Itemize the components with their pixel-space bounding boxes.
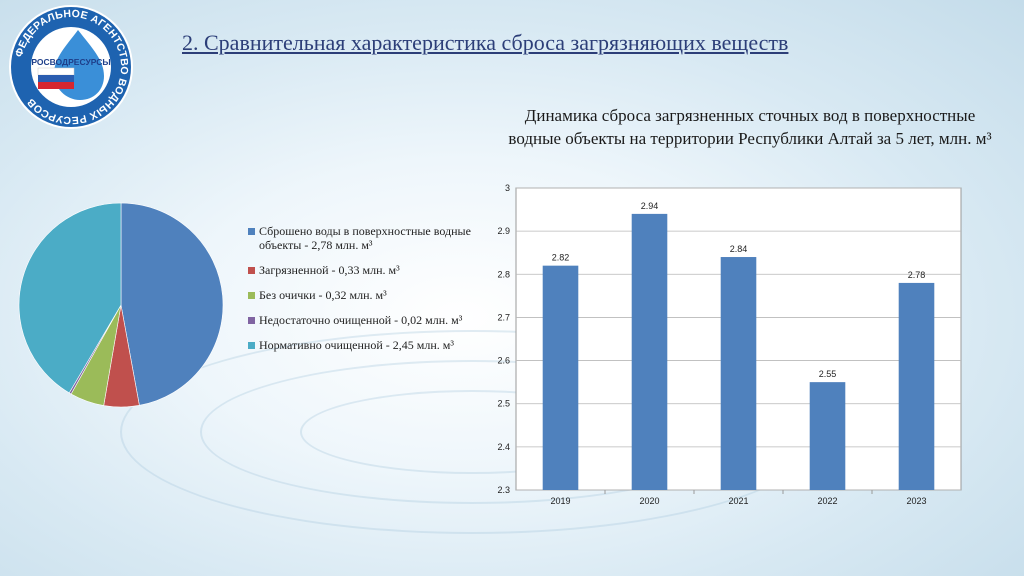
y-tick-label: 3 <box>505 183 510 193</box>
legend-label: Загрязненной - 0,33 млн. м³ <box>259 263 400 277</box>
logo-brand-text: РОСВОДРЕСУРСЫ <box>31 57 110 67</box>
bar-chart-title: Динамика сброса загрязненных сточных вод… <box>508 106 992 148</box>
legend-label: Без очички - 0,32 млн. м³ <box>259 288 387 302</box>
bar-value-label: 2.82 <box>552 253 570 263</box>
legend-swatch <box>248 292 255 299</box>
bar-value-label: 2.78 <box>908 270 926 280</box>
bar-2020 <box>631 213 668 490</box>
legend-label: Недостаточно очищенной - 0,02 млн. м³ <box>259 313 463 327</box>
bar-value-label: 2.55 <box>819 369 837 379</box>
bar-2023 <box>898 282 935 490</box>
bar-value-label: 2.84 <box>730 244 748 254</box>
bar-value-label: 2.94 <box>641 201 659 211</box>
y-tick-label: 2.7 <box>497 312 510 322</box>
legend-item: Сброшено воды в поверхностные водные объ… <box>248 224 480 252</box>
bar-2022 <box>809 382 846 490</box>
legend-swatch <box>248 228 255 235</box>
legend-item: Недостаточно очищенной - 0,02 млн. м³ <box>248 313 480 327</box>
y-tick-label: 2.4 <box>497 442 510 452</box>
pie-slice-0 <box>120 202 224 406</box>
y-tick-label: 2.5 <box>497 399 510 409</box>
legend-item: Загрязненной - 0,33 млн. м³ <box>248 263 480 277</box>
x-tick-label: 2019 <box>550 496 570 506</box>
pie-chart <box>18 202 224 408</box>
legend-swatch <box>248 342 255 349</box>
rosvodresursy-logo: ФЕДЕРАЛЬНОЕ АГЕНТСТВО ВОДНЫХ РЕСУРСОВ РО… <box>9 5 133 129</box>
y-tick-label: 2.8 <box>497 269 510 279</box>
bar-2019 <box>542 265 579 490</box>
legend-item: Нормативно очищенной - 2,45 млн. м³ <box>248 338 480 352</box>
y-tick-label: 2.9 <box>497 226 510 236</box>
legend-label: Нормативно очищенной - 2,45 млн. м³ <box>259 338 454 352</box>
page-title: 2. Сравнительная характеристика сброса з… <box>182 30 789 55</box>
x-tick-label: 2020 <box>639 496 659 506</box>
pie-slice-4 <box>18 202 122 394</box>
y-tick-label: 2.3 <box>497 485 510 495</box>
legend-swatch <box>248 267 255 274</box>
legend-label: Сброшено воды в поверхностные водные объ… <box>259 224 471 252</box>
y-tick-label: 2.6 <box>497 356 510 366</box>
x-tick-label: 2022 <box>817 496 837 506</box>
legend-item: Без очички - 0,32 млн. м³ <box>248 288 480 302</box>
x-tick-label: 2023 <box>906 496 926 506</box>
bar-2021 <box>720 257 757 490</box>
pie-legend: Сброшено воды в поверхностные водные объ… <box>248 224 480 363</box>
bar-chart: 2.3 2.4 2.5 2.6 2.7 2.8 2.9 3 2.82 2019 2.94 2020 2.… <box>497 183 962 506</box>
legend-swatch <box>248 317 255 324</box>
x-tick-label: 2021 <box>728 496 748 506</box>
